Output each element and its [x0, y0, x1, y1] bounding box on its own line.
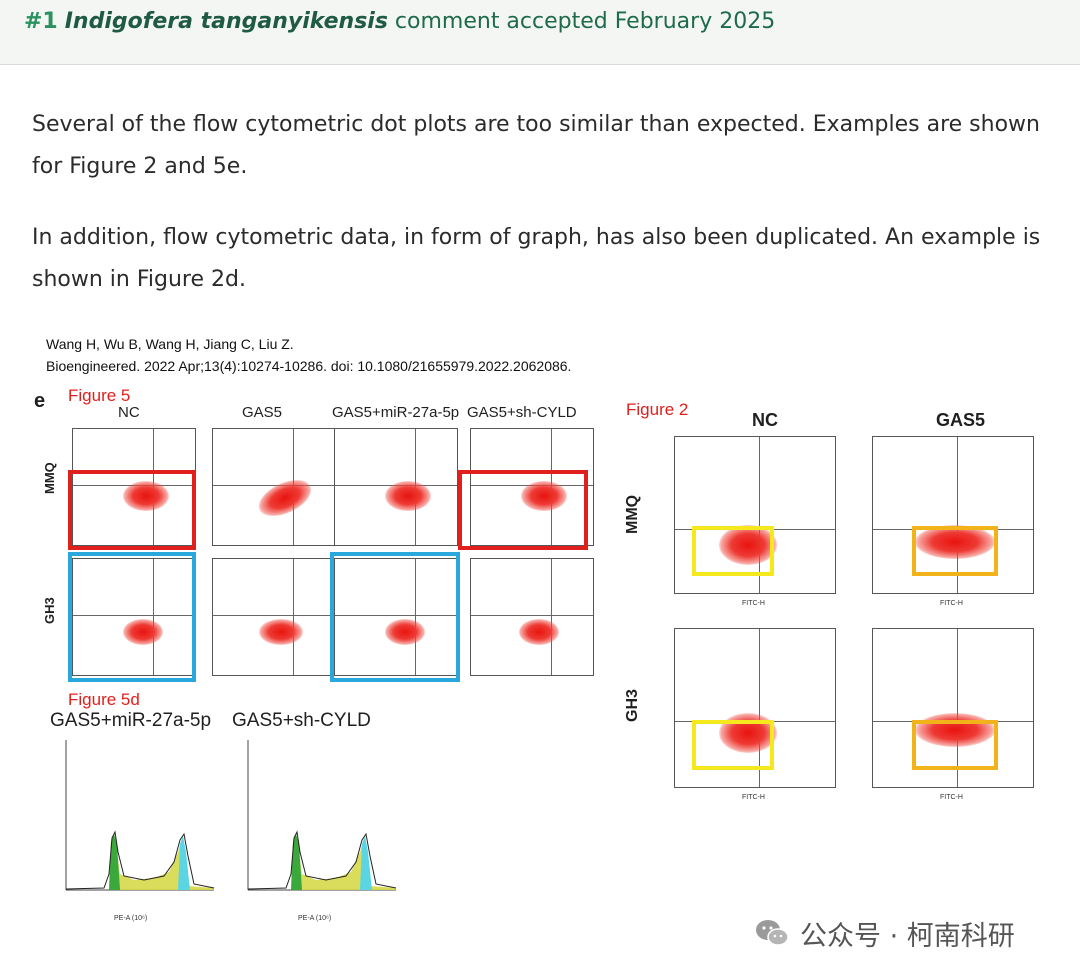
fig5d-title-1: GAS5+miR-27a-5p	[50, 710, 212, 731]
duplicate-highlight-red	[68, 470, 196, 550]
species-name[interactable]: Indigofera tanganyikensis	[64, 9, 388, 34]
watermark-text: 公众号 · 柯南科研	[800, 921, 1015, 952]
fig2-row-mmq: MMQ	[624, 494, 641, 534]
fig2-x-axis-label: FITC-H	[940, 794, 963, 801]
duplicate-highlight-orange	[912, 526, 998, 576]
fig2-x-axis-label: FITC-H	[742, 794, 765, 801]
dot-plot	[674, 628, 836, 788]
panel-letter: e	[34, 390, 46, 412]
fig2-x-axis-label: FITC-H	[742, 600, 765, 607]
wechat-icon	[756, 920, 789, 946]
duplicate-highlight-blue	[68, 552, 196, 682]
dot-plot	[872, 436, 1034, 594]
figure-citation-reference: Bioengineered. 2022 Apr;13(4):10274-1028…	[46, 358, 572, 374]
comment-header: #1 Indigofera tanganyikensis comment acc…	[0, 0, 1080, 65]
figure-citation-authors: Wang H, Wu B, Wang H, Jiang C, Liu Z.	[46, 336, 294, 352]
histogram-pair: PE-A (10⁶) PE-A (10⁶)	[65, 740, 397, 922]
dot-plot	[872, 628, 1034, 788]
hist-x-axis-label-2: PE-A (10⁶)	[298, 915, 331, 922]
dot-plot	[72, 428, 196, 546]
comment-paragraph-2: In addition, flow cytometric data, in fo…	[32, 225, 1041, 292]
dot-plot	[334, 428, 458, 546]
comment-number: #1	[24, 9, 58, 34]
fig2-col-nc: NC	[752, 410, 778, 430]
duplicate-highlight-blue	[330, 552, 460, 682]
figure-5-label: Figure 5	[68, 386, 131, 405]
fig5-row-gh3: GH3	[42, 597, 57, 624]
figure-5d-label: Figure 5d	[68, 690, 140, 709]
fig5-col-gas5: GAS5	[242, 404, 283, 421]
duplicate-highlight-yellow	[692, 526, 774, 576]
comment-paragraph-1: Several of the flow cytometric dot plots…	[32, 112, 1040, 179]
duplicate-highlight-orange	[912, 720, 998, 770]
dot-plot	[470, 558, 594, 676]
fig2-x-axis-label: FITC-H	[940, 600, 963, 607]
dot-plot	[212, 558, 336, 676]
fig5d-title-2: GAS5+sh-CYLD	[232, 710, 371, 731]
duplicate-highlight-red	[458, 470, 588, 550]
hist-x-axis-label-1: PE-A (10⁶)	[114, 915, 147, 922]
dot-plot	[334, 558, 458, 676]
comment-title: #1 Indigofera tanganyikensis comment acc…	[24, 9, 775, 34]
dot-plot	[72, 558, 196, 676]
duplicate-highlight-yellow	[692, 720, 774, 770]
fig5-col-gas5-mir: GAS5+miR-27a-5p	[332, 404, 460, 421]
fig2-col-gas5: GAS5	[936, 410, 986, 430]
fig5-col-gas5-shcyld: GAS5+sh-CYLD	[467, 404, 577, 421]
figure-2-label: Figure 2	[626, 400, 689, 419]
comment-status: comment accepted February 2025	[394, 9, 776, 34]
evidence-figure: Wang H, Wu B, Wang H, Jiang C, Liu Z. Bi…	[30, 322, 1075, 972]
dot-plot	[212, 428, 336, 546]
fig5-col-nc: NC	[118, 404, 140, 421]
dot-plot	[470, 428, 594, 546]
fig5-row-mmq: MMQ	[42, 462, 57, 494]
fig2-row-gh3: GH3	[624, 689, 641, 722]
